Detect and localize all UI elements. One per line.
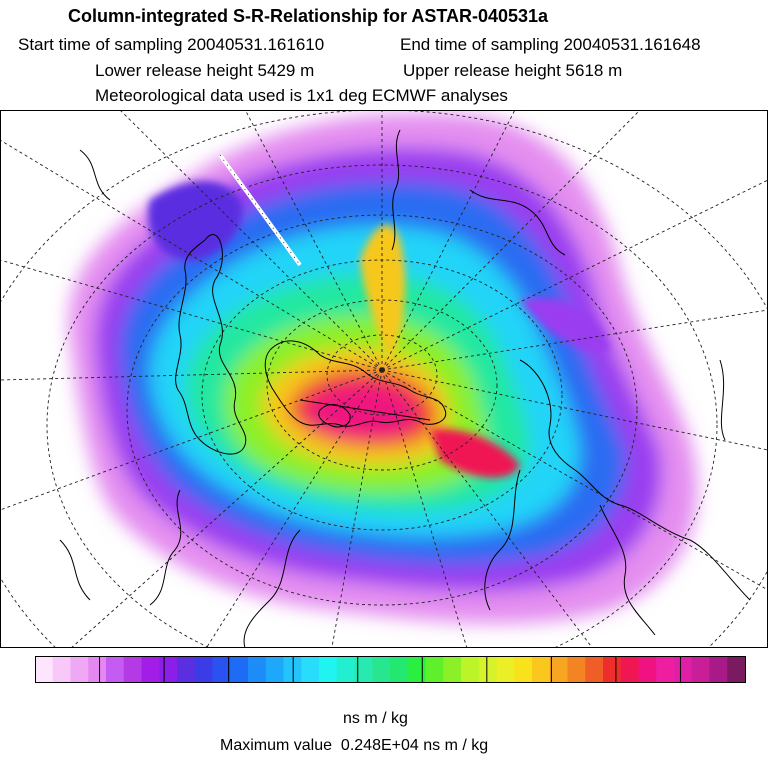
max-value-label: Maximum value: [220, 737, 333, 754]
colorbar-cell: [301, 656, 320, 682]
colorbar-cell: [727, 656, 746, 682]
polar-map: [0, 110, 768, 648]
colorbar-cell: [549, 656, 569, 682]
colorbar-tick-label: 0.: [29, 689, 42, 690]
colorbar-cell: [52, 656, 72, 682]
colorbar-cell: [603, 656, 622, 682]
colorbar-tick-label: 8.: [287, 689, 300, 690]
colorbar-cell: [123, 656, 143, 682]
end-time-text: End time of sampling 20040531.161648: [400, 35, 701, 54]
colorbar-cell: [265, 656, 285, 682]
colorbar-cell: [248, 656, 267, 682]
upper-release-text: Upper release height 5618 m: [403, 61, 623, 80]
satellite-track: [218, 153, 302, 267]
colorbar-cell: [443, 656, 462, 682]
colorbar-cell: [585, 656, 604, 682]
colorbar-cell: [425, 656, 444, 682]
colorbar-cell: [532, 656, 551, 682]
colorbar-cell: [496, 656, 515, 682]
colorbar: 0. 1. 2. 4. 8. 16. 31. 63. 125. 250. 500. 1000.: [29, 656, 758, 690]
colorbar-cell: [35, 656, 54, 682]
colorbar-cell: [177, 656, 196, 682]
colorbar-cell: [354, 656, 373, 682]
units-label: ns m / kg: [343, 710, 408, 727]
colorbar-cell: [638, 656, 657, 682]
colorbar-tick-label: 2.: [158, 689, 171, 690]
met-data-text: Meteorological data used is 1x1 deg ECMW…: [95, 86, 508, 105]
colorbar-cell: [691, 656, 711, 682]
max-value-number: 0.248E+04: [340, 737, 419, 754]
colorbar-cells: [35, 656, 746, 682]
colorbar-cell: [212, 656, 231, 682]
colorbar-dividers: [99, 656, 681, 682]
colorbar-cell: [336, 656, 356, 682]
colorbar-cell: [141, 656, 160, 682]
max-value-unit: ns m / kg: [423, 737, 489, 754]
colorbar-tick-label: 31.: [412, 689, 433, 690]
colorbar-cell: [567, 656, 586, 682]
colorbar-cell: [194, 656, 214, 682]
chart-title: Column-integrated S-R-Relationship for A…: [68, 6, 549, 26]
colorbar-cell: [372, 656, 391, 682]
colorbar-cell: [88, 656, 107, 682]
colorbar-tick-label: 500.: [666, 689, 695, 690]
colorbar-cell: [674, 656, 693, 682]
colorbar-cell: [283, 656, 302, 682]
max-value-text: Maximum value 0.248E+04 ns m / kg: [220, 737, 488, 755]
colorbar-tick-label: 4.: [222, 689, 235, 690]
colorbar-cell: [106, 656, 125, 682]
colorbar-tick-label: 1.: [93, 689, 106, 690]
colorbar-tick-label: 16.: [347, 689, 368, 690]
colorbar-cell: [70, 656, 89, 682]
colorbar-cell: [656, 656, 675, 682]
colorbar-cell: [461, 656, 480, 682]
colorbar-cell: [620, 656, 640, 682]
field-lobes: [148, 181, 610, 478]
colorbar-tick-label: 250.: [601, 689, 630, 690]
colorbar-labels: 0. 1. 2. 4. 8. 16. 31. 63. 125. 250. 500. 1000.: [29, 689, 758, 690]
colorbar-cell: [709, 656, 728, 682]
colorbar-cell: [514, 656, 533, 682]
colorbar-frame: [35, 656, 746, 683]
colorbar-cell: [390, 656, 409, 682]
coastlines: [59, 129, 751, 648]
colorbar-tick-label: 1000.: [720, 689, 758, 690]
colorbar-cell: [478, 656, 498, 682]
lower-release-text: Lower release height 5429 m: [95, 61, 315, 80]
colorbar-cell: [319, 656, 338, 682]
colorbar-tick-label: 125.: [537, 689, 566, 690]
colorbar-cell: [159, 656, 178, 682]
colorbar-cell: [407, 656, 427, 682]
colorbar-cell: [230, 656, 249, 682]
colorbar-tick-label: 63.: [476, 689, 497, 690]
start-time-text: Start time of sampling 20040531.161610: [18, 35, 325, 54]
graticule: [0, 110, 768, 648]
